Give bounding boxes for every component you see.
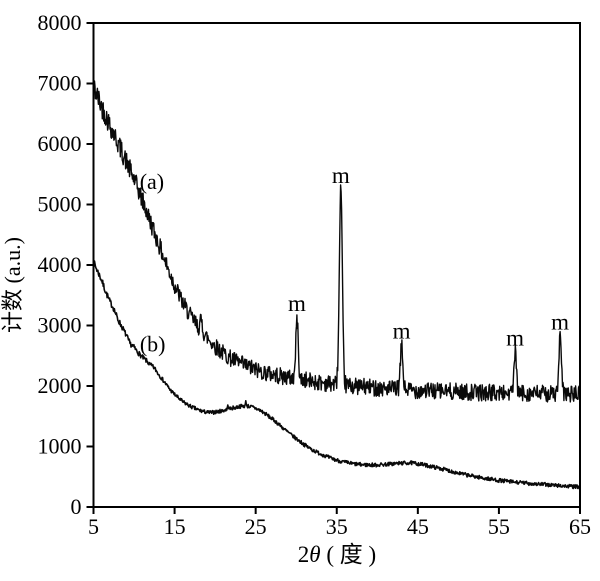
y-tick-label: 1000 [38, 434, 82, 459]
y-tick-label: 4000 [38, 252, 82, 277]
x-tick-label: 65 [569, 514, 591, 539]
y-tick-label: 3000 [38, 313, 82, 338]
y-tick-label: 7000 [38, 71, 82, 96]
x-axis-title-unit: ( 度 ) [321, 542, 377, 567]
x-tick-label: 25 [245, 514, 267, 539]
x-tick-label: 15 [164, 514, 186, 539]
x-tick-label: 5 [88, 514, 99, 539]
y-tick-label: 8000 [38, 10, 82, 35]
series-b-curve [92, 260, 581, 490]
y-axis-title: 计数 (a.u.) [0, 237, 25, 333]
x-axis-title: 2θ ( 度 ) [298, 542, 376, 567]
peak-label-m: m [288, 291, 306, 316]
y-tick-label: 5000 [38, 192, 82, 217]
series-label-a: (a) [140, 169, 164, 194]
ticks-layer: 5 15 25 35 45 55 65 0 1000 2000 3000 4000 5000 6000 70… [38, 10, 592, 539]
peak-label-m: m [332, 163, 350, 188]
series-a-curve [92, 80, 581, 403]
y-tick-label: 0 [71, 494, 82, 519]
peak-label-m: m [506, 326, 524, 351]
x-tick-label: 55 [488, 514, 510, 539]
curves-layer [92, 80, 581, 490]
series-label-b: (b) [140, 331, 166, 356]
peak-label-m: m [551, 309, 569, 334]
x-tick-label: 35 [326, 514, 348, 539]
x-axis-title-theta: θ [309, 542, 320, 567]
x-tick-label: 45 [407, 514, 429, 539]
y-tick-label: 6000 [38, 131, 82, 156]
x-axis-title-prefix: 2 [298, 542, 310, 567]
labels-layer: m m m m m (a) (b) 2θ ( 度 ) 计数 (a.u.) [0, 163, 569, 567]
peak-label-m: m [393, 319, 411, 344]
y-tick-label: 2000 [38, 373, 82, 398]
